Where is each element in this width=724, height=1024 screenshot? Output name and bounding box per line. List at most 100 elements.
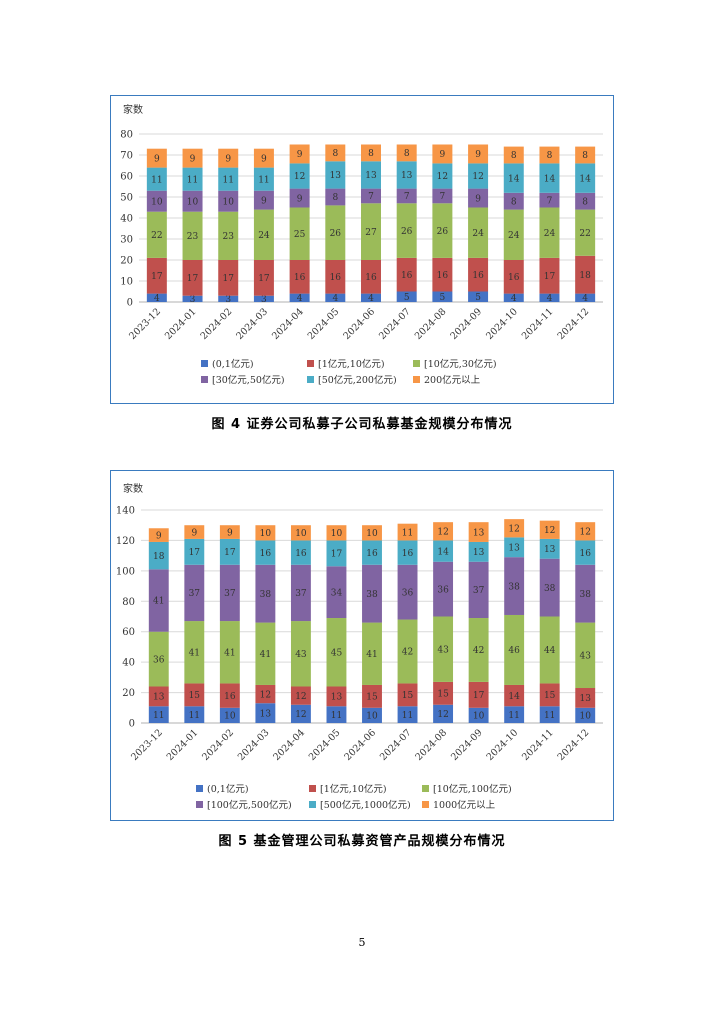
bar-segment — [504, 706, 525, 723]
x-tick-label: 2024-12 — [556, 306, 592, 342]
bar-segment — [575, 255, 596, 294]
y-tick-label: 10 — [120, 277, 133, 288]
data-label: 13 — [331, 693, 343, 703]
data-label: 4 — [368, 294, 374, 304]
data-label: 16 — [437, 271, 449, 281]
bar-segment — [396, 203, 417, 258]
legend-label: [1亿元,10亿元) — [318, 358, 385, 370]
bar-segment — [503, 293, 524, 302]
legend-label: 200亿元以上 — [424, 374, 481, 386]
data-label: 8 — [582, 151, 588, 161]
x-tick-label: 2024-08 — [413, 306, 449, 342]
bar-segment — [397, 540, 418, 565]
data-label: 22 — [151, 231, 162, 241]
data-label: 9 — [440, 150, 446, 160]
y-tick-label: 60 — [122, 627, 135, 638]
bar-segment — [146, 148, 167, 168]
data-label: 41 — [153, 597, 164, 607]
bar-segment — [253, 295, 274, 302]
bar-segment — [184, 706, 205, 723]
data-label: 5 — [475, 293, 481, 303]
data-label: 8 — [368, 149, 374, 159]
bar-segment — [182, 211, 203, 260]
figure-4-caption: 图 4 证券公司私募子公司私募基金规模分布情况 — [211, 417, 513, 432]
bar-segment — [219, 538, 240, 565]
x-tick-label: 2024-03 — [236, 727, 272, 763]
bar-segment — [539, 257, 560, 294]
stacked-bar-chart-5: 家数 0 20 40 60 80 100 120 140 11 13 36 41 18 9 2023-12 11… — [116, 482, 603, 811]
data-label: 3 — [261, 295, 267, 305]
bar-segment — [289, 293, 310, 302]
data-label: 12 — [437, 172, 448, 182]
data-label: 8 — [511, 197, 517, 207]
data-label: 23 — [187, 232, 199, 242]
data-label: 41 — [366, 650, 377, 660]
bar-segment — [432, 257, 453, 292]
y-tick-label: 20 — [120, 256, 133, 267]
chart-figure-5: 家数 0 20 40 60 80 100 120 140 11 13 36 41 18 9 2023-12 11… — [110, 470, 614, 821]
data-label: 4 — [297, 294, 303, 304]
data-label: 9 — [191, 528, 197, 538]
bar-segment — [396, 257, 417, 292]
data-label: 43 — [437, 645, 449, 655]
legend-swatch — [196, 785, 203, 792]
data-label: 34 — [331, 588, 343, 598]
bar-segment — [539, 616, 560, 684]
bar-segment — [289, 207, 310, 260]
y-tick-label: 120 — [116, 536, 135, 547]
data-label: 9 — [154, 154, 160, 164]
data-label: 12 — [295, 710, 306, 720]
data-label: 15 — [366, 693, 378, 703]
data-label: 13 — [153, 693, 165, 703]
bar-segment — [146, 293, 167, 302]
x-tick-label: 2024-07 — [377, 306, 413, 342]
bar-segment — [433, 681, 454, 705]
bar-segment — [432, 188, 453, 204]
bar-segment — [219, 621, 240, 684]
bar-segment — [218, 148, 239, 168]
bar-segment — [396, 291, 417, 302]
bar-segment — [218, 260, 239, 296]
data-label: 25 — [294, 230, 306, 240]
legend-label: [500亿元,1000亿元) — [320, 799, 411, 811]
data-label: 4 — [154, 294, 160, 304]
data-label: 27 — [365, 228, 377, 238]
bar-segment — [539, 207, 560, 258]
data-label: 13 — [401, 171, 413, 181]
bar-segment — [575, 293, 596, 302]
bar-segment — [255, 622, 276, 685]
data-label: 16 — [294, 273, 306, 283]
bar-segment — [184, 564, 205, 622]
y-tick-label: 50 — [120, 193, 133, 204]
bar-segment — [397, 523, 418, 541]
bar-segment — [503, 209, 524, 260]
data-label: 15 — [437, 690, 449, 700]
data-label: 10 — [366, 529, 378, 539]
bar-segment — [539, 293, 560, 302]
y-tick-label: 0 — [129, 719, 135, 730]
y-tick-label: 30 — [120, 235, 133, 246]
bar-segment — [503, 163, 524, 193]
x-tick-label: 2024-09 — [449, 727, 485, 763]
bar-segment — [539, 538, 560, 559]
bar-segment — [575, 707, 596, 723]
bar-segment — [539, 520, 560, 539]
data-label: 11 — [151, 175, 162, 185]
data-label: 8 — [511, 151, 517, 161]
data-label: 7 — [440, 192, 446, 202]
legend-swatch — [413, 376, 420, 383]
bar-segment — [255, 684, 276, 704]
bar-segment — [361, 293, 381, 302]
data-label: 13 — [508, 543, 520, 553]
bar-segment — [433, 616, 454, 682]
bar-segment — [362, 564, 382, 623]
data-label: 9 — [475, 150, 481, 160]
legend-swatch — [309, 801, 316, 808]
bar-segment — [148, 631, 169, 687]
bar-segment — [182, 190, 203, 212]
data-label: 17 — [258, 274, 270, 284]
data-label: 26 — [330, 229, 342, 239]
data-label: 10 — [366, 712, 378, 722]
bar-segment — [433, 561, 454, 617]
data-label: 44 — [544, 646, 556, 656]
